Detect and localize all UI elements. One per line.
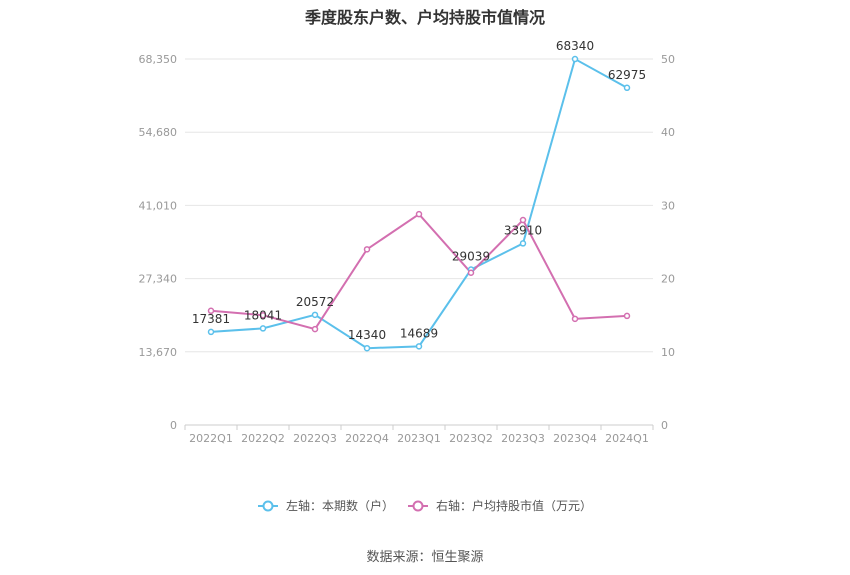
data-point-series-1: [623, 84, 631, 92]
data-point-series-2: [467, 269, 475, 276]
series-line-1: [210, 57, 628, 350]
left-axis-tick-label: 68,350: [139, 53, 178, 66]
legend-marker-2: [412, 500, 424, 512]
right-axis-tick-label: 40: [661, 126, 675, 139]
data-label: 68340: [556, 39, 594, 53]
data-point-series-2: [207, 307, 215, 315]
left-axis-tick-label: 41,010: [139, 199, 178, 212]
data-point-series-2: [519, 216, 527, 224]
legend-label-2: 右轴：户均持股市值（万元）: [436, 498, 592, 513]
right-axis-tick-label: 50: [661, 53, 675, 66]
x-axis-tick-label: 2022Q4: [345, 432, 389, 445]
x-axis-tick-label: 2022Q1: [189, 432, 233, 445]
chart-title: 季度股东户数、户均持股市值情况: [304, 8, 545, 27]
data-point-series-1: [363, 344, 371, 352]
data-point-series-1: [207, 328, 215, 336]
data-point-series-1: [415, 343, 423, 350]
data-point-series-2: [623, 312, 631, 320]
x-axis-tick-label: 2023Q2: [449, 432, 493, 445]
data-point-series-1: [519, 240, 527, 247]
x-axis-tick-label: 2023Q3: [501, 432, 545, 445]
legend-marker-1: [262, 500, 274, 512]
data-label: 17381: [192, 312, 230, 326]
left-axis-tick-label: 27,340: [139, 273, 178, 286]
data-point-series-2: [363, 246, 371, 253]
data-point-series-1: [311, 311, 319, 319]
data-label: 29039: [452, 250, 490, 264]
data-label: 33910: [504, 223, 542, 237]
x-axis-tick-label: 2022Q3: [293, 432, 337, 445]
left-axis-tick-label: 13,670: [139, 346, 178, 359]
data-point-series-2: [259, 311, 267, 319]
data-point-series-2: [571, 315, 579, 323]
data-label: 14689: [400, 326, 438, 340]
data-label: 14340: [348, 328, 386, 342]
right-axis-tick-label: 20: [661, 273, 675, 286]
data-point-series-2: [415, 210, 423, 218]
data-source: 数据来源：恒生聚源: [366, 550, 484, 565]
data-point-series-2: [311, 325, 319, 333]
right-axis-tick-label: 0: [661, 419, 668, 432]
data-label: 62975: [608, 68, 646, 82]
right-axis-tick-label: 10: [661, 346, 675, 359]
data-label: 20572: [296, 295, 334, 309]
legend-label-1: 左轴：本期数（户）: [286, 498, 394, 513]
data-point-series-1: [571, 55, 579, 63]
left-axis-tick-label: 54,680: [139, 126, 178, 139]
x-axis-tick-label: 2023Q1: [397, 432, 441, 445]
data-point-series-1: [259, 325, 267, 332]
x-axis-tick-label: 2023Q4: [553, 432, 597, 445]
data-label: 18041: [244, 308, 282, 322]
x-axis-tick-label: 2024Q1: [605, 432, 649, 445]
left-axis-tick-label: 0: [170, 419, 177, 432]
x-axis-tick-label: 2022Q2: [241, 432, 285, 445]
right-axis-tick-label: 30: [661, 199, 675, 212]
